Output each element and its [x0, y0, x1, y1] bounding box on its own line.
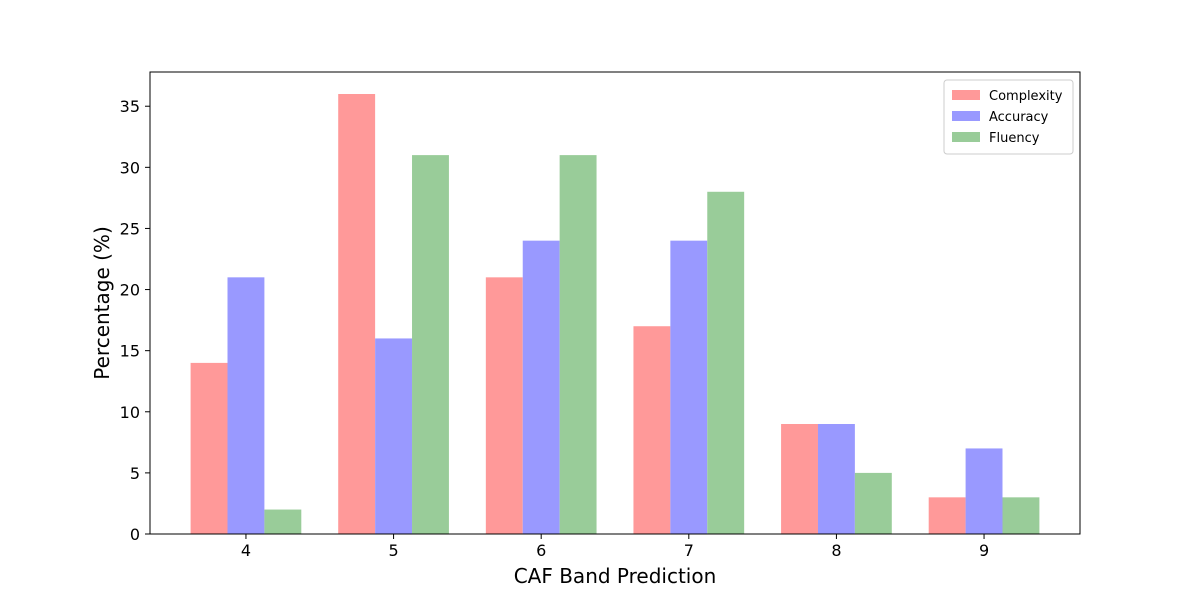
- bar-fluency-8: [854, 472, 892, 534]
- x-tick-label: 5: [388, 541, 398, 560]
- bar-accuracy-7: [670, 240, 708, 534]
- legend: Complexity Accuracy Fluency: [943, 79, 1074, 155]
- y-axis-label: Percentage (%): [90, 226, 114, 379]
- legend-label-complexity: Complexity: [989, 89, 1063, 104]
- x-axis-label: CAF Band Prediction: [514, 564, 717, 588]
- plot-frame: [149, 71, 1081, 535]
- x-tick-label: 7: [684, 541, 694, 560]
- x-tick-label: 9: [979, 541, 989, 560]
- bar-fluency-9: [1002, 497, 1040, 534]
- bar-complexity-6: [485, 277, 523, 534]
- bar-fluency-4: [264, 509, 302, 534]
- bar-fluency-7: [707, 191, 745, 534]
- y-tick-label: 0: [130, 525, 140, 544]
- bar-complexity-4: [190, 362, 228, 534]
- bar-accuracy-5: [375, 338, 413, 534]
- y-tick-label: 30: [120, 158, 140, 177]
- y-tick-label: 5: [130, 464, 140, 483]
- x-tick-label: 6: [536, 541, 546, 560]
- bar-fluency-5: [412, 155, 449, 534]
- legend-swatch-complexity: [952, 90, 980, 100]
- bar-accuracy-8: [817, 424, 855, 534]
- bar-accuracy-4: [227, 277, 265, 534]
- bar-fluency-6: [559, 155, 597, 534]
- x-tick-label: 8: [831, 541, 841, 560]
- y-tick-label: 20: [120, 281, 140, 300]
- x-tick-label: 4: [241, 541, 251, 560]
- bar-complexity-9: [928, 497, 966, 534]
- bar-accuracy-6: [522, 240, 560, 534]
- legend-swatch-accuracy: [952, 111, 980, 121]
- y-tick-label: 25: [120, 219, 140, 238]
- bar-complexity-8: [781, 424, 818, 534]
- legend-label-fluency: Fluency: [989, 131, 1040, 146]
- bar-complexity-7: [633, 326, 671, 534]
- y-tick-label: 15: [120, 342, 140, 361]
- legend-swatch-fluency: [952, 132, 980, 142]
- legend-label-accuracy: Accuracy: [989, 110, 1049, 125]
- y-tick-label: 35: [120, 97, 140, 116]
- bars-group: [190, 94, 1040, 534]
- bar-accuracy-9: [965, 448, 1003, 534]
- y-axis-ticks: 0 5 10 15 20 25 30 35: [120, 97, 150, 544]
- y-tick-label: 10: [120, 403, 140, 422]
- bar-complexity-5: [338, 94, 376, 534]
- x-axis-ticks: 4 5 6 7 8 9: [241, 534, 989, 560]
